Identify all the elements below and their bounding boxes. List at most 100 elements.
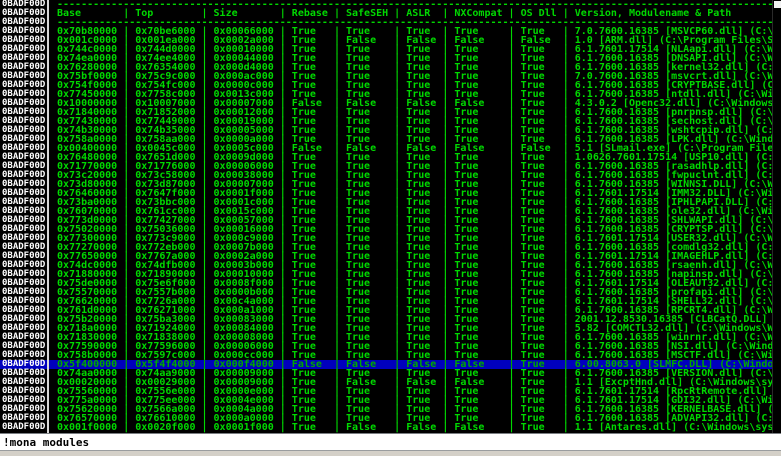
log-line-text: 0x77590000 | 0x77596000 | 0x00006000 | T… [57,341,772,352]
log-line-text: 0x77430000 | 0x77449000 | 0x00019000 | T… [57,116,772,127]
log-line-text: 0x00400000 | 0x0045c000 | 0x0005c000 | F… [57,143,772,154]
module-row[interactable]: 0BADF00D 0x754f0000 | 0x754fc000 | 0x0000… [0,80,772,91]
log-line-text: 0x73c20000 | 0x73c58000 | 0x00038000 | T… [57,170,772,181]
log-address-marker: 0BADF00D [2,35,46,45]
module-row[interactable]: 0BADF00D 0x70b80000 | 0x70be6000 | 0x0006… [0,26,772,37]
log-line-text: 0x74aa0000 | 0x74aa9000 | 0x00009000 | T… [57,368,772,379]
log-line-text: 0x70b80000 | 0x70be6000 | 0x00066000 | T… [57,26,772,37]
module-row[interactable]: 0BADF00D 0x77300000 | 0x773c9000 | 0x000c… [0,233,772,244]
log-address-marker: 0BADF00D [2,359,46,369]
module-row[interactable]: 0BADF00D 0x74dc0000 | 0x74dfb000 | 0x0003… [0,260,772,271]
module-row[interactable]: 0BADF00D 0x74aa0000 | 0x74aa9000 | 0x0000… [0,368,772,379]
log-address-marker: 0BADF00D [2,332,46,342]
module-row[interactable]: 0BADF00D 0x76620000 | 0x7726a000 | 0x00c4… [0,296,772,307]
log-address-marker: 0BADF00D [2,296,46,306]
module-row[interactable]: 0BADF00D 0x75620000 | 0x7566a000 | 0x0004… [0,404,772,415]
module-row[interactable]: 0BADF00D 0x77650000 | 0x7767a000 | 0x0002… [0,252,772,262]
module-row[interactable]: 0BADF00D 0x76480000 | 0x7651d000 | 0x0009… [0,152,772,163]
module-row[interactable]: 0BADF00D 0x77270000 | 0x772eb000 | 0x0007… [0,242,772,253]
module-row[interactable]: 0BADF00D 0x76460000 | 0x7647f000 | 0x0001… [0,189,772,199]
log-line-text: 0x754f0000 | 0x754fc000 | 0x0000c000 | T… [57,80,772,91]
log-line-text: 0x001c0000 | 0x001ea000 | 0x0002a000 | T… [57,35,772,46]
module-row[interactable]: 0BADF00D 0x744c0000 | 0x744d0000 | 0x0001… [0,44,772,55]
log-address-marker: 0BADF00D [2,143,46,153]
module-row[interactable]: 0BADF00D 0x73ba0000 | 0x73bbc000 | 0x0001… [0,197,772,208]
module-row[interactable]: 0BADF00D 0x74b30000 | 0x74b35000 | 0x0000… [0,125,772,136]
log-line-text: 0x75570000 | 0x7557b000 | 0x0000b000 | T… [57,287,772,298]
log-line-text: 0x77270000 | 0x772eb000 | 0x0007b000 | T… [57,242,772,253]
log-line-text: 0x76480000 | 0x7651d000 | 0x0009d000 | T… [57,152,772,163]
module-row[interactable]: 0BADF00D 0x75020000 | 0x75036000 | 0x0001… [0,224,772,235]
status-bar [0,450,781,456]
log-line-text: 0x76280000 | 0x76354000 | 0x000d4000 | T… [57,62,772,73]
module-row[interactable]: 0BADF00D 0x71840000 | 0x71852000 | 0x0001… [0,107,772,118]
module-row[interactable]: 0BADF00D 0x718a0000 | 0x71924000 | 0x0008… [0,323,772,334]
module-row[interactable]: 0BADF00D 0x775a0000 | 0x775ee000 | 0x0004… [0,396,772,406]
module-row[interactable]: 0BADF00D 0x76280000 | 0x76354000 | 0x000d… [0,62,772,73]
log-line-text: 0x73d80000 | 0x73d87000 | 0x00007000 | T… [57,179,772,190]
log-line-text: 0x744c0000 | 0x744d0000 | 0x00010000 | T… [57,44,772,55]
module-row[interactable]: 0BADF00D 0x75570000 | 0x7557b000 | 0x0000… [0,287,772,298]
module-row[interactable]: 0BADF00D 0x758b0000 | 0x7597c000 | 0x000c… [0,351,772,361]
module-row[interactable]: 0BADF00D 0x00020000 | 0x00029000 | 0x0000… [0,378,772,388]
module-row[interactable]: 0BADF00D 0x74ea0000 | 0x74ee4000 | 0x0004… [0,53,772,64]
module-row[interactable]: 0BADF00D 0x75de0000 | 0x75e6f000 | 0x0008… [0,279,772,289]
module-row[interactable]: 0BADF00D 0x71830000 | 0x71838000 | 0x0000… [0,332,772,343]
module-row[interactable]: 0BADF00D 0x75bf0000 | 0x75c9c000 | 0x000a… [0,71,772,82]
log-address-marker: 0BADF00D [2,287,46,297]
log-line-text: 0x74ea0000 | 0x74ee4000 | 0x00044000 | T… [57,53,772,64]
module-row[interactable]: 0BADF00D 0x73d80000 | 0x73d87000 | 0x0000… [0,179,772,190]
module-row[interactable]: 0BADF00D 0x758a0000 | 0x758aa000 | 0x0000… [0,134,772,145]
log-address-marker: 0BADF00D [2,8,46,18]
vertical-scrollbar[interactable] [772,0,781,433]
log-line-text: 0x71830000 | 0x71838000 | 0x00008000 | T… [57,332,772,343]
module-row[interactable]: 0BADF00D 0x77590000 | 0x77596000 | 0x0000… [0,341,772,352]
module-row[interactable]: 0BADF00D 0x00400000 | 0x0045c000 | 0x0005… [0,143,772,154]
module-row[interactable]: 0BADF00D 0x773d0000 | 0x77427000 | 0x0005… [0,215,772,226]
log-address-marker: 0BADF00D [2,71,46,81]
module-row[interactable]: 0BADF00D 0x71880000 | 0x71890000 | 0x0001… [0,269,772,280]
log-address-marker: 0BADF00D [2,368,46,378]
log-line-text: 0x001f0000 | 0x0020f000 | 0x0001f000 | T… [57,422,772,433]
log-line-text: 0x74dc0000 | 0x74dfb000 | 0x0003b000 | T… [57,260,772,271]
log-line-text: 0x758a0000 | 0x758aa000 | 0x0000a000 | T… [57,134,772,145]
log-address-marker: 0BADF00D [2,125,46,135]
log-address-marker: 0BADF00D [2,269,46,279]
command-input[interactable] [0,434,781,450]
log-address-marker: 0BADF00D [2,404,46,414]
log-line-text: 0x76570000 | 0x76610000 | 0x000a0000 | T… [57,413,772,424]
log-line-text: 0x773d0000 | 0x77427000 | 0x00057000 | T… [57,215,772,226]
log-address-marker: 0BADF00D [2,179,46,189]
log-address-marker: 0BADF00D [2,0,46,9]
log-line-text: 0x71840000 | 0x71852000 | 0x00012000 | T… [57,107,772,118]
log-address-marker: 0BADF00D [2,224,46,234]
log-address-marker: 0BADF00D [2,215,46,225]
module-row[interactable]: 0BADF00D 0x76570000 | 0x76610000 | 0x000a… [0,413,772,424]
log-address-marker: 0BADF00D [2,197,46,207]
log-line-text: 0x77450000 | 0x7758c000 | 0x0013c000 | T… [57,89,772,100]
module-row[interactable]: 0BADF00D 0x73c20000 | 0x73c58000 | 0x0003… [0,170,772,181]
module-row[interactable]: 0BADF00D 0x10000000 | 0x10007000 | 0x0000… [0,99,772,109]
log-line-text: Base | Top | Size | Rebase | SafeSEH | A… [57,8,732,19]
module-row[interactable]: 0BADF00D 0x77450000 | 0x7758c000 | 0x0013… [0,89,772,100]
module-row[interactable]: 0BADF00D 0x76070000 | 0x761cc000 | 0x0015… [0,206,772,217]
log-line-text: 0x718a0000 | 0x71924000 | 0x00084000 | T… [57,323,772,334]
log-line-text: 0x75560000 | 0x7556e000 | 0x0000e000 | T… [57,386,772,397]
log-address-marker: 0BADF00D [2,134,46,144]
module-row[interactable]: 0BADF00D 0x75b20000 | 0x75ba3000 | 0x0008… [0,315,772,325]
scrollbar-up-button[interactable] [774,1,781,8]
module-row[interactable]: 0BADF00D 0x001c0000 | 0x001ea000 | 0x0002… [0,35,772,46]
log-address-marker: 0BADF00D [2,323,46,333]
log-line-text: 0x75020000 | 0x75036000 | 0x00016000 | T… [57,224,772,235]
log-line-text: 0x75bf0000 | 0x75c9c000 | 0x000ac000 | T… [57,71,772,82]
module-row[interactable]: 0BADF00D 0x001f0000 | 0x0020f000 | 0x0001… [0,422,772,433]
log-line-text: 0x77300000 | 0x773c9000 | 0x000c9000 | T… [57,233,772,244]
module-row[interactable]: 0BADF00D 0x761d0000 | 0x76271000 | 0x000a… [0,306,772,316]
log-line-text: 0x76070000 | 0x761cc000 | 0x0015c000 | T… [57,206,772,217]
module-row-selected[interactable]: 0BADF00D 0x5f400000 | 0x5f4f4000 | 0x000f… [0,359,772,370]
module-row[interactable]: 0BADF00D 0x71770000 | 0x71776000 | 0x0000… [0,162,772,172]
module-row[interactable]: 0BADF00D 0x77430000 | 0x77449000 | 0x0001… [0,116,772,127]
module-row[interactable]: 0BADF00D 0x75560000 | 0x7556e000 | 0x0000… [0,386,772,397]
log-view[interactable]: 0BADF00D --------------------------------… [0,0,772,433]
